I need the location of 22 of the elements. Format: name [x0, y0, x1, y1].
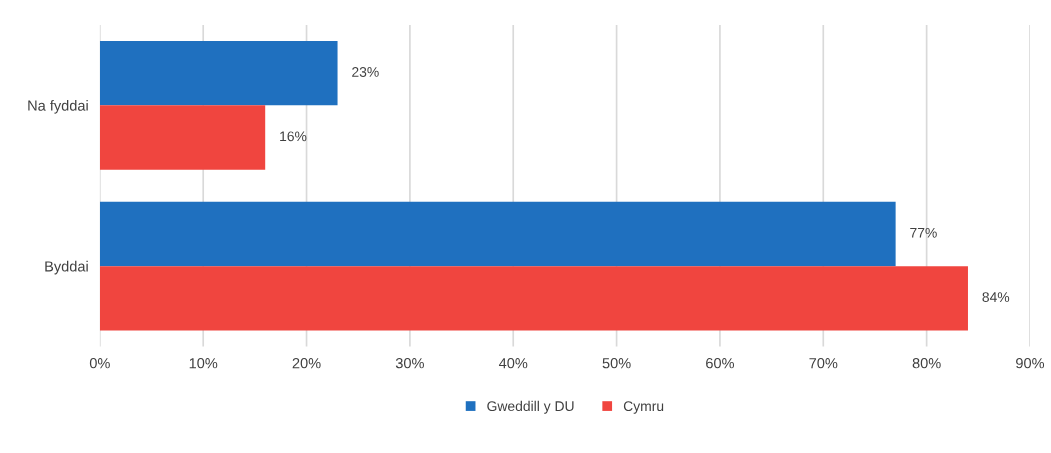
x-tick-label: 60%	[706, 358, 735, 369]
data-label: 16%	[280, 131, 307, 142]
legend-label: Gweddill y DU	[487, 400, 574, 414]
data-label: 84%	[982, 292, 1010, 303]
data-label: 77%	[910, 227, 937, 238]
x-tick-label: 30%	[395, 358, 424, 369]
x-tick-label: 10%	[189, 358, 218, 369]
bar	[99, 105, 266, 170]
bar	[99, 266, 968, 331]
y-tick-label: Byddai	[45, 260, 88, 275]
x-tick-label: 20%	[292, 358, 321, 369]
x-tick-label: 0%	[89, 358, 110, 369]
x-tick-label: 40%	[498, 358, 528, 369]
bar	[99, 41, 338, 106]
x-tick-label: 90%	[1016, 358, 1045, 369]
x-tick-label: 50%	[602, 358, 631, 369]
y-tick-label: Na fyddai	[28, 100, 88, 114]
x-tick-label: 80%	[912, 358, 941, 369]
bar	[99, 201, 896, 267]
x-tick-label: 70%	[809, 358, 838, 369]
legend-label: Cymru	[623, 401, 664, 414]
data-label: 23%	[352, 67, 379, 77]
